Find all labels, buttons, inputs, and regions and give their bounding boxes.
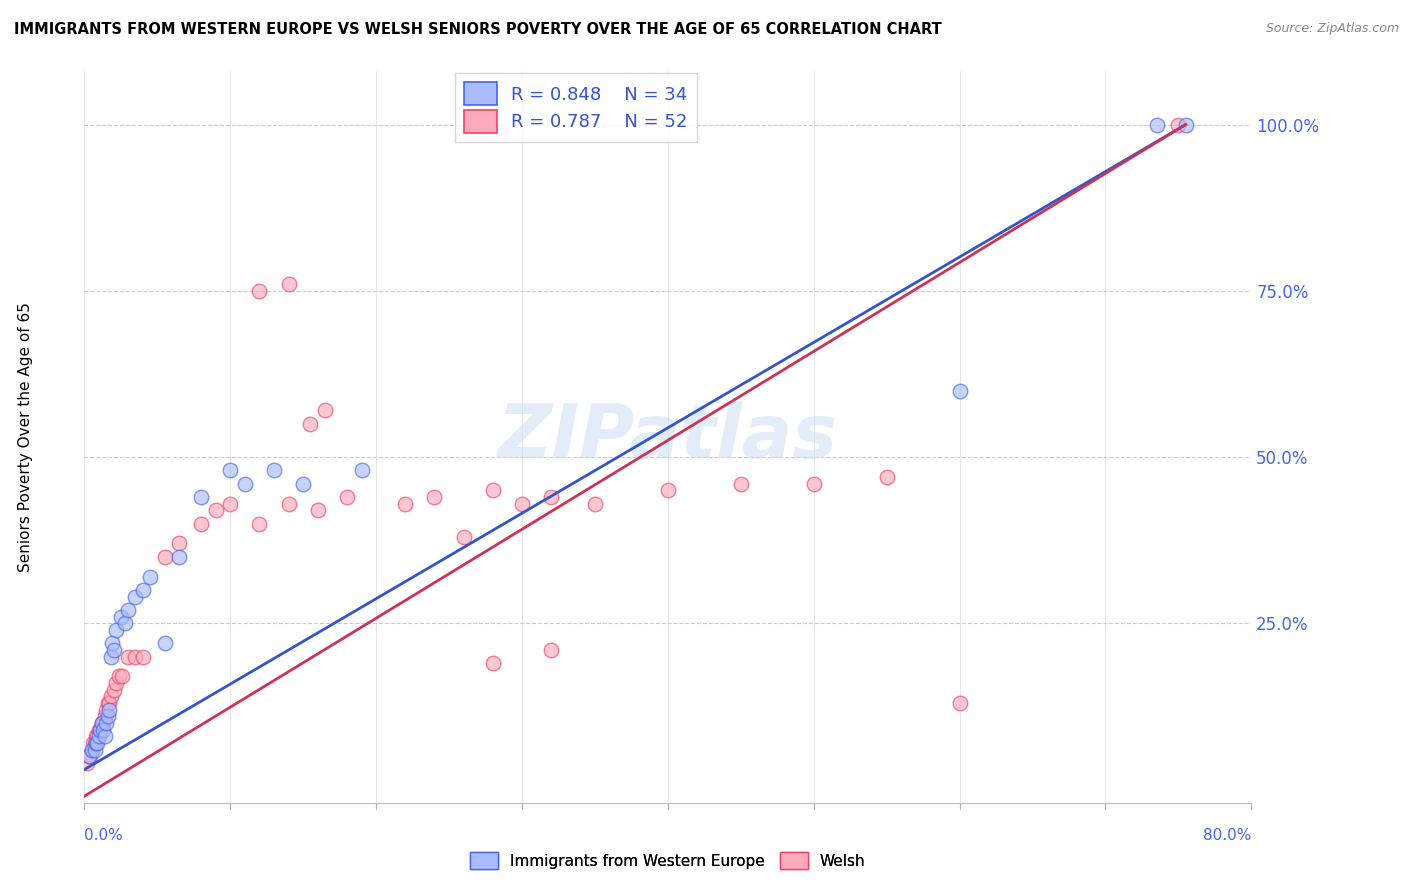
Point	[105, 676, 128, 690]
Point	[101, 636, 124, 650]
Point	[114, 616, 136, 631]
Point	[1167, 118, 1189, 132]
Point	[453, 530, 475, 544]
Legend: R = 0.848    N = 34, R = 0.787    N = 52: R = 0.848 N = 34, R = 0.787 N = 52	[456, 73, 696, 142]
Point	[948, 696, 970, 710]
Point	[86, 736, 108, 750]
Point	[77, 749, 100, 764]
Point	[108, 669, 131, 683]
Point	[263, 463, 285, 477]
Point	[84, 736, 107, 750]
Point	[103, 682, 125, 697]
Point	[91, 716, 114, 731]
Point	[481, 483, 505, 498]
Point	[103, 643, 125, 657]
Text: Seniors Poverty Over the Age of 65: Seniors Poverty Over the Age of 65	[18, 302, 32, 572]
Point	[90, 716, 112, 731]
Point	[132, 582, 155, 597]
Point	[83, 736, 105, 750]
Point	[80, 742, 103, 756]
Point	[657, 483, 679, 498]
Point	[124, 590, 146, 604]
Point	[277, 277, 299, 292]
Point	[803, 476, 825, 491]
Point	[540, 643, 562, 657]
Point	[100, 649, 122, 664]
Point	[86, 729, 108, 743]
Point	[117, 649, 139, 664]
Point	[97, 709, 120, 723]
Point	[204, 503, 226, 517]
Point	[394, 497, 416, 511]
Point	[219, 497, 242, 511]
Point	[314, 403, 336, 417]
Point	[132, 649, 155, 664]
Point	[167, 536, 190, 550]
Point	[124, 649, 146, 664]
Point	[139, 570, 162, 584]
Point	[350, 463, 373, 477]
Point	[247, 284, 270, 298]
Point	[82, 736, 104, 750]
Legend: Immigrants from Western Europe, Welsh: Immigrants from Western Europe, Welsh	[464, 846, 872, 875]
Point	[111, 669, 134, 683]
Point	[730, 476, 752, 491]
Point	[876, 470, 898, 484]
Text: Source: ZipAtlas.com: Source: ZipAtlas.com	[1265, 22, 1399, 36]
Point	[77, 749, 100, 764]
Point	[100, 690, 122, 704]
Point	[540, 490, 562, 504]
Point	[292, 476, 315, 491]
Point	[583, 497, 606, 511]
Point	[1174, 118, 1197, 132]
Point	[87, 729, 110, 743]
Text: 80.0%: 80.0%	[1204, 828, 1251, 843]
Point	[110, 609, 132, 624]
Point	[481, 656, 505, 670]
Point	[105, 623, 128, 637]
Point	[96, 716, 118, 731]
Point	[153, 549, 176, 564]
Text: ZIPatlas: ZIPatlas	[498, 401, 838, 474]
Point	[98, 696, 121, 710]
Point	[91, 723, 114, 737]
Point	[167, 549, 190, 564]
Point	[510, 497, 533, 511]
Point	[97, 696, 120, 710]
Point	[87, 723, 110, 737]
Text: IMMIGRANTS FROM WESTERN EUROPE VS WELSH SENIORS POVERTY OVER THE AGE OF 65 CORRE: IMMIGRANTS FROM WESTERN EUROPE VS WELSH …	[14, 22, 942, 37]
Point	[233, 476, 256, 491]
Point	[153, 636, 176, 650]
Point	[307, 503, 329, 517]
Point	[83, 742, 105, 756]
Point	[98, 703, 121, 717]
Point	[94, 729, 117, 743]
Point	[89, 723, 111, 737]
Point	[948, 384, 970, 398]
Point	[277, 497, 299, 511]
Text: 0.0%: 0.0%	[84, 828, 124, 843]
Point	[190, 490, 212, 504]
Point	[117, 603, 139, 617]
Point	[76, 756, 98, 770]
Point	[96, 703, 118, 717]
Point	[1146, 118, 1168, 132]
Point	[90, 716, 112, 731]
Point	[89, 723, 111, 737]
Point	[299, 417, 322, 431]
Point	[219, 463, 242, 477]
Point	[423, 490, 446, 504]
Point	[84, 729, 107, 743]
Point	[80, 742, 103, 756]
Point	[247, 516, 270, 531]
Point	[79, 749, 101, 764]
Point	[336, 490, 359, 504]
Point	[190, 516, 212, 531]
Point	[94, 709, 117, 723]
